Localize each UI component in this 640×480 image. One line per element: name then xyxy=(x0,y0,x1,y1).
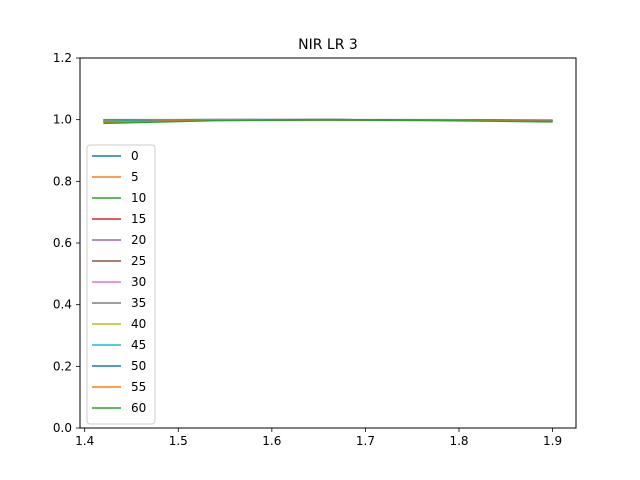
legend-label-0: 0 xyxy=(131,149,139,163)
legend-label-15: 15 xyxy=(131,212,146,226)
x-tick-label: 1.6 xyxy=(262,434,281,448)
legend-label-60: 60 xyxy=(131,401,146,415)
y-axis: 0.0 0.2 0.4 0.6 0.8 1.0 1.2 xyxy=(53,51,80,435)
legend: 0 5 10 15 20 25 30 35 40 45 50 55 60 xyxy=(86,144,156,425)
series-layer xyxy=(103,118,553,125)
chart-title: NIR LR 3 xyxy=(298,37,358,53)
y-tick-label: 1.0 xyxy=(53,113,72,127)
x-axis: 1.4 1.5 1.6 1.7 1.8 1.9 xyxy=(75,428,562,448)
legend-label-55: 55 xyxy=(131,380,146,394)
x-tick-label: 1.4 xyxy=(75,434,94,448)
legend-label-50: 50 xyxy=(131,359,146,373)
legend-label-40: 40 xyxy=(131,317,146,331)
legend-label-20: 20 xyxy=(131,233,146,247)
x-tick-label: 1.5 xyxy=(169,434,188,448)
legend-label-10: 10 xyxy=(131,191,146,205)
x-tick-label: 1.7 xyxy=(356,434,375,448)
y-tick-label: 0.8 xyxy=(53,174,72,188)
y-tick-label: 0.4 xyxy=(53,298,72,312)
y-tick-label: 0.6 xyxy=(53,236,72,250)
legend-label-35: 35 xyxy=(131,296,146,310)
x-tick-label: 1.9 xyxy=(543,434,562,448)
x-tick-label: 1.8 xyxy=(449,434,468,448)
y-tick-label: 0.2 xyxy=(53,359,72,373)
legend-label-30: 30 xyxy=(131,275,146,289)
legend-label-5: 5 xyxy=(131,170,139,184)
series-line-60 xyxy=(103,119,553,125)
y-tick-label: 1.2 xyxy=(53,51,72,65)
legend-label-45: 45 xyxy=(131,338,146,352)
legend-box xyxy=(86,144,156,425)
legend-label-25: 25 xyxy=(131,254,146,268)
y-tick-label: 0.0 xyxy=(53,421,72,435)
